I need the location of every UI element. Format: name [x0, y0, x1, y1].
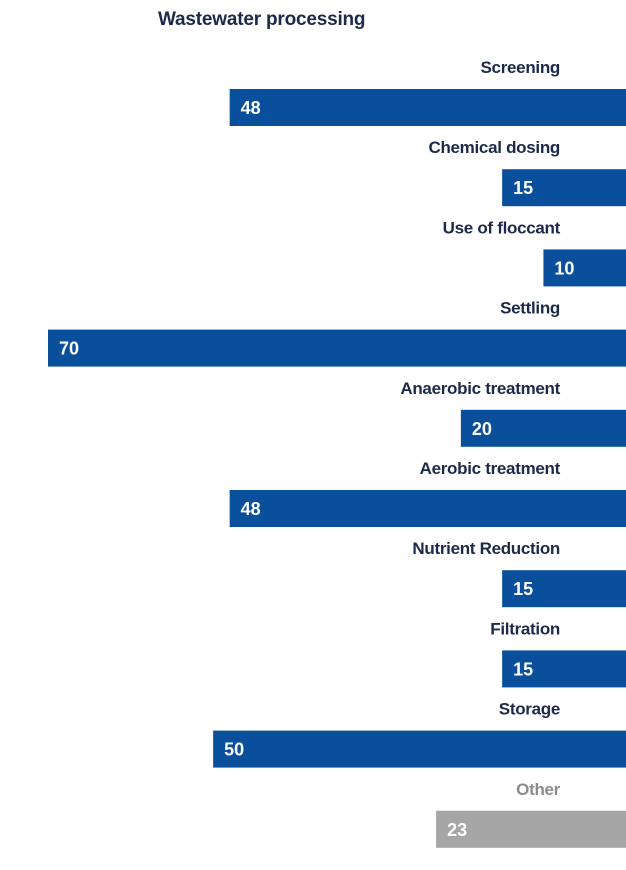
value-label-aerobic-treatment: 48	[241, 499, 261, 519]
bar-chemical-dosing	[502, 169, 626, 207]
chart-title: Wastewater processing	[158, 9, 366, 30]
bar-use-of-floccant	[543, 249, 626, 287]
value-label-settling: 70	[59, 339, 79, 359]
category-label-settling: Settling	[500, 299, 560, 318]
bar-other	[436, 810, 626, 848]
bar-anaerobic-treatment	[460, 409, 626, 447]
category-label-screening: Screening	[481, 58, 561, 77]
category-label-anaerobic-treatment: Anaerobic treatment	[400, 379, 560, 398]
bar-aerobic-treatment	[229, 490, 626, 527]
value-label-use-of-floccant: 10	[554, 258, 574, 278]
category-label-other: Other	[516, 780, 561, 799]
bar-screening	[229, 89, 626, 126]
value-label-nutrient-reduction: 15	[513, 579, 533, 599]
value-label-screening: 48	[241, 98, 261, 118]
value-label-storage: 50	[224, 740, 244, 760]
category-label-chemical-dosing: Chemical dosing	[428, 138, 560, 157]
category-label-filtration: Filtration	[490, 619, 560, 638]
bar-settling	[48, 329, 626, 367]
category-label-aerobic-treatment: Aerobic treatment	[420, 459, 561, 478]
bar-nutrient-reduction	[502, 570, 626, 608]
value-label-other: 23	[447, 820, 467, 840]
value-label-filtration: 15	[513, 659, 533, 679]
bar-storage	[213, 730, 626, 768]
category-label-use-of-floccant: Use of floccant	[443, 218, 561, 237]
category-label-storage: Storage	[499, 700, 560, 719]
bar-filtration	[502, 650, 626, 688]
category-label-nutrient-reduction: Nutrient Reduction	[412, 539, 560, 558]
value-label-chemical-dosing: 15	[513, 178, 533, 198]
value-label-anaerobic-treatment: 20	[472, 419, 492, 439]
